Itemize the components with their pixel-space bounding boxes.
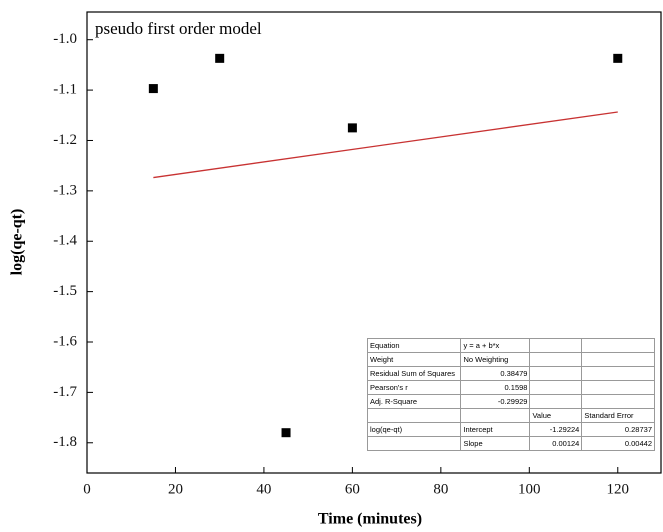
x-tick-label: 100: [518, 481, 541, 497]
table-row: Equation y = a + b*x: [366, 338, 655, 353]
plot-frame: [86, 11, 662, 474]
table-cell: 0.00442: [581, 436, 655, 451]
annotation: pseudo first order model: [95, 19, 262, 38]
y-tick-label: -1.7: [53, 384, 77, 400]
table-cell: Equation: [366, 338, 462, 353]
table-cell: 0.1598: [460, 380, 531, 395]
table-cell: Intercept: [460, 422, 531, 437]
table-cell: log(qe-qt): [366, 422, 462, 437]
table-cell: 0.00124: [529, 436, 583, 451]
x-tick-label: 20: [168, 481, 183, 497]
table-cell: [366, 408, 462, 423]
table-cell: Weight: [366, 352, 462, 367]
table-cell: [460, 408, 531, 423]
table-cell: [529, 338, 583, 353]
table-cell: [529, 380, 583, 395]
table-cell: Pearson's r: [366, 380, 462, 395]
table-row: log(qe-qt) Intercept -1.29224 0.28737: [366, 422, 655, 437]
point: [148, 84, 158, 94]
x-tick-label: 0: [83, 481, 91, 497]
x-tick-label: 80: [433, 481, 448, 497]
fit-line: [153, 111, 618, 179]
table-cell: y = a + b*x: [460, 338, 531, 353]
table-cell: [529, 366, 583, 381]
table-cell: Slope: [460, 436, 531, 451]
x-tick-label: 120: [607, 481, 630, 497]
table-cell: 0.38479: [460, 366, 531, 381]
y-tick-label: -1.5: [53, 283, 77, 299]
table-cell: 0.28737: [581, 422, 655, 437]
table-row: Pearson's r 0.1598: [366, 380, 655, 395]
fit-table: Equation y = a + b*x Weight No Weighting Res…: [366, 338, 655, 451]
y-tick-label: -1.1: [53, 82, 77, 98]
table-cell: [581, 352, 655, 367]
x-tick-label: 60: [345, 481, 360, 497]
table-row: Slope 0.00124 0.00442: [366, 436, 655, 451]
x-tick-label: 40: [256, 481, 271, 497]
table-cell: Residual Sum of Squares: [366, 366, 462, 381]
table-cell: [529, 394, 583, 409]
y-tick-label: -1.2: [53, 132, 77, 148]
table-row: Adj. R-Square -0.29929: [366, 394, 655, 409]
point: [215, 53, 225, 63]
point: [613, 53, 623, 63]
table-cell: [366, 436, 462, 451]
table-cell: [581, 338, 655, 353]
table-cell: [581, 394, 655, 409]
x-axis-label: Time (minutes): [318, 511, 422, 528]
table-row: Weight No Weighting: [366, 352, 655, 367]
y-axis-label: log(qe-qt): [9, 209, 26, 276]
point: [347, 123, 357, 133]
table-cell: -1.29224: [529, 422, 583, 437]
table-cell: Standard Error: [581, 408, 655, 423]
table-cell: [581, 366, 655, 381]
point: [281, 428, 291, 438]
table-cell: No Weighting: [460, 352, 531, 367]
y-tick-label: -1.0: [53, 31, 77, 47]
table-cell: Adj. R-Square: [366, 394, 462, 409]
table-cell: [529, 352, 583, 367]
table-row: Residual Sum of Squares 0.38479: [366, 366, 655, 381]
y-tick-label: -1.3: [53, 182, 77, 198]
table-cell: -0.29929: [460, 394, 531, 409]
y-tick-label: -1.8: [53, 434, 77, 450]
table-row: Value Standard Error: [366, 408, 655, 423]
table-cell: [581, 380, 655, 395]
y-tick-label: -1.4: [53, 233, 77, 249]
table-cell: Value: [529, 408, 583, 423]
y-tick-label: -1.6: [53, 333, 77, 349]
